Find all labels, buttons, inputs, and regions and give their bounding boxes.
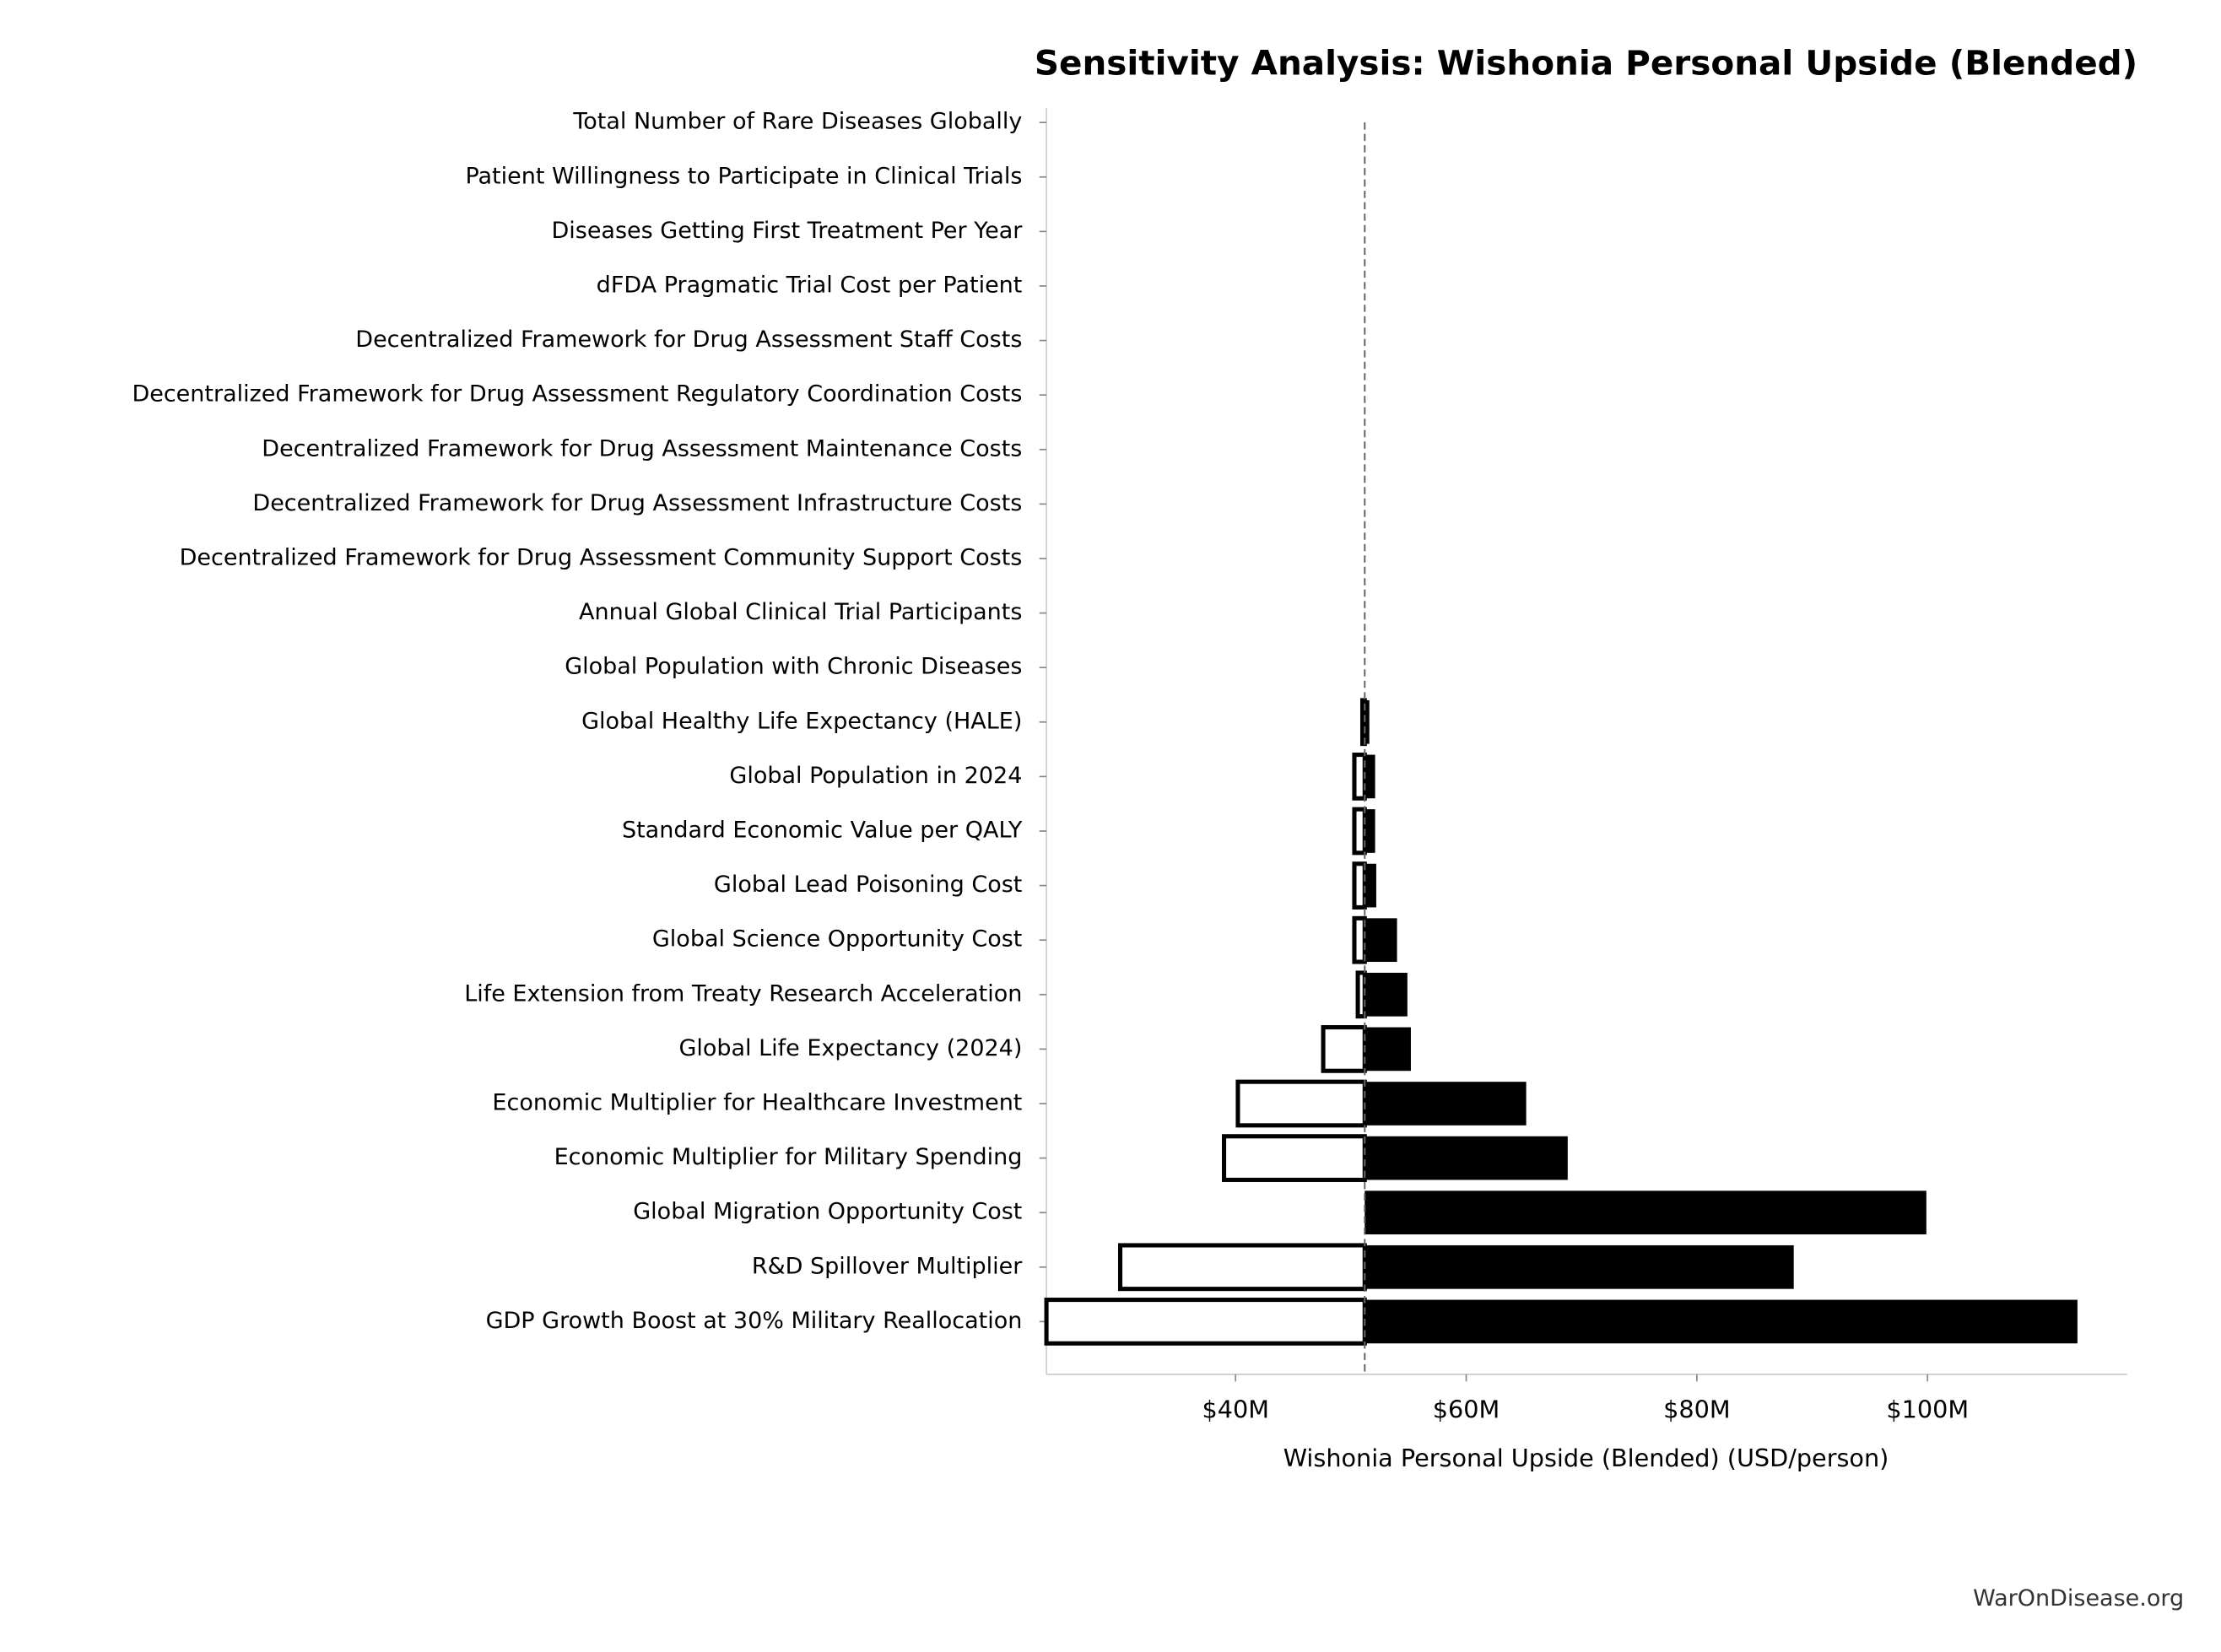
high-bar [1364,918,1397,963]
y-tick-label: Annual Global Clinical Trial Participant… [579,599,1022,625]
low-bar [1321,1025,1367,1073]
footer: WarOnDisease.org [1973,1585,2184,1612]
high-bar [1364,809,1375,853]
high-bar [1364,1244,1794,1289]
y-tick-label: Global Population with Chronic Diseases [565,654,1022,680]
chart-title: Sensitivity Analysis: Wishonia Personal … [1035,43,2137,84]
high-bar [1364,1027,1411,1072]
high-bar [1364,1082,1527,1126]
x-tick-label: $100M [1886,1396,1969,1424]
low-bar [1044,1298,1367,1346]
y-tick-label: Global Migration Opportunity Cost [633,1199,1022,1225]
low-bar [1352,807,1367,856]
y-tick-label: R&D Spillover Multiplier [752,1253,1023,1279]
y-tick-label: Global Life Expectancy (2024) [678,1035,1022,1061]
low-bar [1118,1243,1367,1292]
y-tick-label: Economic Multiplier for Healthcare Inves… [492,1089,1022,1115]
x-tick-label: $40M [1202,1396,1268,1424]
y-tick-label: Global Healthy Life Expectancy (HALE) [581,708,1022,734]
low-bar [1355,970,1367,1019]
y-tick-label: GDP Growth Boost at 30% Military Realloc… [486,1308,1023,1334]
y-tick-label: Global Lead Poisoning Cost [714,872,1022,898]
high-bar [1364,1136,1568,1180]
x-tick-label: $80M [1663,1396,1730,1424]
low-bar [1352,861,1367,910]
x-tick-label: $60M [1433,1396,1500,1424]
y-tick-label: Decentralized Framework for Drug Assessm… [262,435,1022,462]
high-bar [1364,972,1408,1017]
y-tick-label: Standard Economic Value per QALY [622,817,1023,843]
y-tick-label: Decentralized Framework for Drug Assessm… [252,490,1022,516]
low-bar [1352,753,1367,801]
low-bar [1235,1079,1367,1128]
y-tick-label: Decentralized Framework for Drug Assessm… [132,381,1022,408]
high-bar [1364,754,1375,799]
y-tick-label: Global Population in 2024 [729,763,1022,789]
y-tick-label: Decentralized Framework for Drug Assessm… [180,544,1023,570]
y-tick-label: Global Science Opportunity Cost [652,926,1022,953]
y-tick-label: Decentralized Framework for Drug Assessm… [355,327,1022,353]
low-bar [1352,915,1367,964]
x-axis-label: Wishonia Personal Upside (Blended) (USD/… [1283,1444,1889,1472]
high-bar [1364,1299,2078,1344]
high-bar [1364,699,1370,744]
y-tick-label: Diseases Getting First Treatment Per Yea… [551,218,1023,244]
low-bar [1222,1134,1367,1182]
y-tick-label: Total Number of Rare Diseases Globally [572,109,1022,135]
y-tick-label: Patient Willingness to Participate in Cl… [465,163,1022,189]
high-bar [1364,863,1376,908]
high-bar [1364,1190,1926,1235]
y-tick-label: Life Extension from Treaty Research Acce… [464,980,1022,1007]
y-tick-label: dFDA Pragmatic Trial Cost per Patient [597,272,1023,298]
y-tick-label: Economic Multiplier for Military Spendin… [554,1144,1023,1170]
